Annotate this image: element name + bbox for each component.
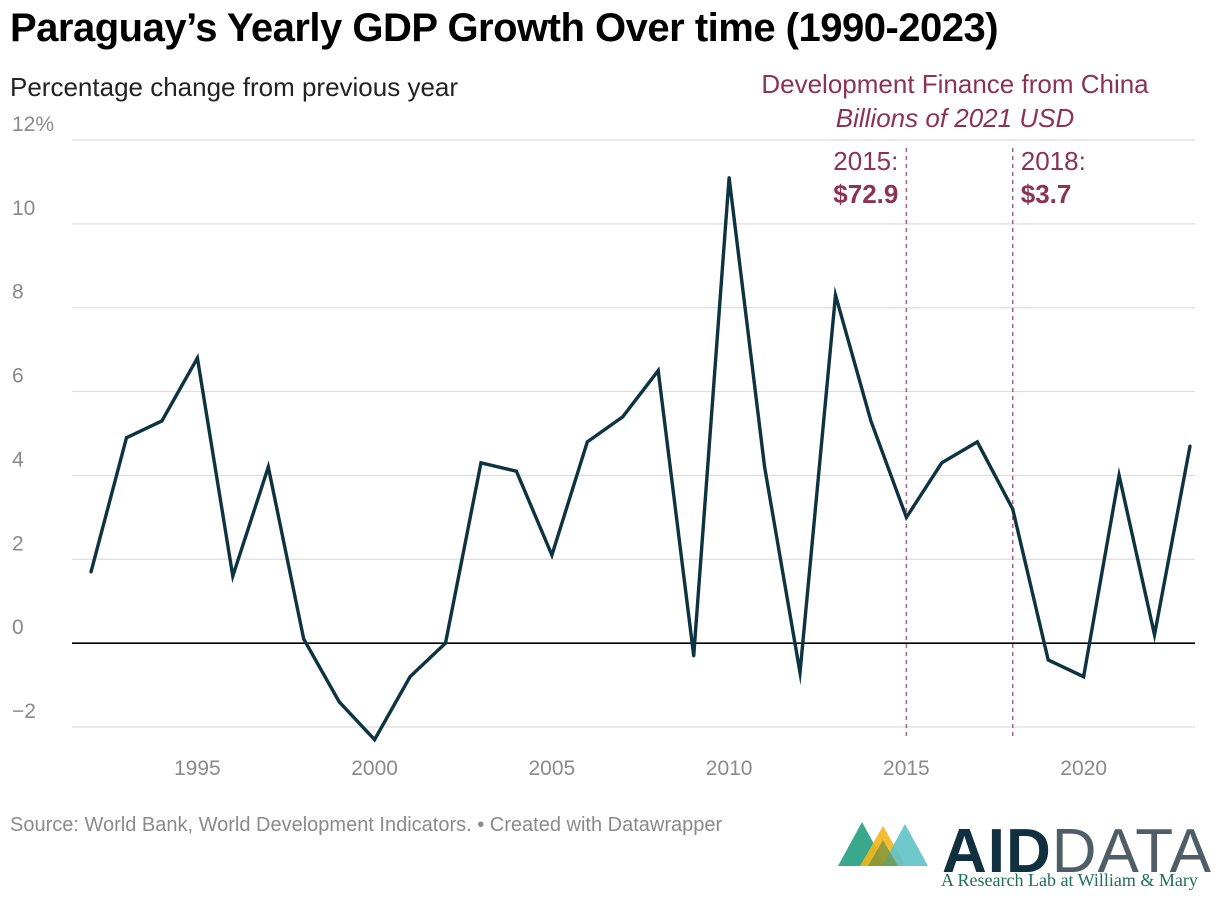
data-point-2011 xyxy=(762,465,767,469)
logo-wordmark: AIDDATA xyxy=(942,816,1212,887)
logo-tagline: A Research Lab at William & Mary xyxy=(941,870,1198,890)
data-point-2022 xyxy=(1152,633,1157,637)
y-tick-label: 10 xyxy=(12,197,35,220)
x-axis: 1995 2000 2005 2010 2015 2020 xyxy=(174,757,1107,780)
data-point-2000 xyxy=(373,737,377,742)
data-point-2001 xyxy=(408,675,412,679)
data-point-2002 xyxy=(443,641,448,645)
logo-mountains-icon xyxy=(838,822,928,866)
chart-title: Paraguay’s Yearly GDP Growth Over time (… xyxy=(10,6,999,50)
logo-word-aid: AID xyxy=(942,817,1052,886)
data-point-2012 xyxy=(798,670,802,675)
series-layer xyxy=(89,176,1192,743)
data-point-2003 xyxy=(479,461,483,465)
y-tick-label: 0 xyxy=(12,616,24,639)
data-point-1999 xyxy=(337,700,341,704)
y-tick-label: −2 xyxy=(12,700,36,723)
data-point-1992 xyxy=(89,570,93,574)
x-tick-label: 2005 xyxy=(529,757,576,780)
data-point-1996 xyxy=(231,574,235,578)
data-point-2009 xyxy=(692,654,696,658)
data-point-2010 xyxy=(727,176,731,180)
data-point-1995 xyxy=(195,356,199,360)
data-point-2014 xyxy=(869,419,873,423)
data-point-2023 xyxy=(1188,444,1192,448)
x-tick-label: 2010 xyxy=(706,757,753,780)
x-tick-label: 2015 xyxy=(883,757,930,780)
y-tick-label: 8 xyxy=(12,281,24,304)
x-tick-label: 2000 xyxy=(351,757,398,780)
data-point-1997 xyxy=(266,465,270,469)
data-point-2021 xyxy=(1117,473,1121,478)
marker-value-2015: $72.9 xyxy=(833,179,898,209)
data-point-2016 xyxy=(940,461,944,465)
data-point-1993 xyxy=(124,436,129,440)
y-tick-label: 6 xyxy=(12,365,24,388)
annotation-heading: Development Finance from China xyxy=(761,69,1149,99)
marker-label-2015: 2015: xyxy=(833,146,898,176)
chart-subtitle: Percentage change from previous year xyxy=(10,72,459,102)
source-note: Source: World Bank, World Development In… xyxy=(10,814,723,836)
data-point-2007 xyxy=(621,415,625,419)
x-tick-label: 1995 xyxy=(174,757,221,780)
marker-value-2018: $3.7 xyxy=(1021,179,1072,209)
data-point-2004 xyxy=(514,469,519,473)
annotation-units: Billions of 2021 USD xyxy=(836,103,1074,133)
data-point-2020 xyxy=(1082,675,1086,679)
gdp-growth-line xyxy=(89,177,1192,743)
data-point-2005 xyxy=(550,553,554,557)
y-tick-label: 4 xyxy=(12,448,24,471)
line-chart: −2 0 2 4 6 8 10 12% 1995 2000 2005 2010 2015 2020 20… xyxy=(12,69,1195,780)
data-point-1998 xyxy=(302,637,306,641)
aiddata-logo: AIDDATA A Research Lab at William & Mary xyxy=(838,817,1211,898)
gridlines xyxy=(72,139,1195,728)
data-point-2018 xyxy=(1011,507,1015,511)
data-point-2017 xyxy=(975,440,979,444)
annotation-markers: 2015:$72.9 2018:$3.7 xyxy=(833,146,1086,740)
y-tick-label: 2 xyxy=(12,532,24,555)
data-point-2015 xyxy=(904,515,908,519)
data-point-2008 xyxy=(656,369,660,373)
logo-word-data: DATA xyxy=(1051,817,1212,886)
y-tick-label: 12% xyxy=(12,113,54,136)
data-point-2013 xyxy=(833,293,838,297)
data-point-2006 xyxy=(585,440,589,444)
data-point-1994 xyxy=(160,419,164,423)
marker-label-2018: 2018: xyxy=(1021,146,1086,176)
data-point-2019 xyxy=(1046,658,1050,662)
y-axis: −2 0 2 4 6 8 10 12% xyxy=(12,113,54,723)
x-tick-label: 2020 xyxy=(1060,757,1107,780)
